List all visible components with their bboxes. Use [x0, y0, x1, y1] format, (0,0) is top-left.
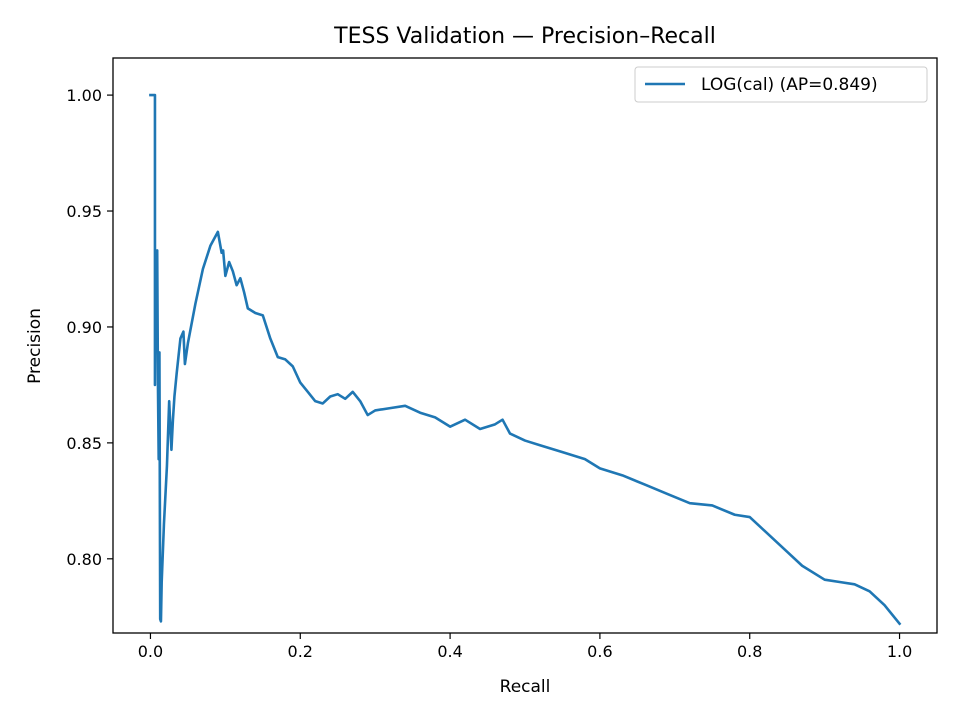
- x-tick-label: 0.0: [138, 642, 163, 661]
- x-tick-label: 0.2: [288, 642, 313, 661]
- x-axis: 0.0 0.2 0.4 0.6 0.8 1.0: [138, 633, 912, 661]
- x-tick-label: 1.0: [887, 642, 912, 661]
- y-tick-label: 0.80: [66, 550, 102, 569]
- x-tick-label: 0.6: [587, 642, 612, 661]
- y-tick-label: 0.90: [66, 318, 102, 337]
- legend-box: [634, 66, 928, 103]
- legend-label: LOG(cal) (AP=0.849): [701, 75, 878, 95]
- y-tick-label: 0.85: [66, 434, 102, 453]
- y-tick-label: 1.00: [66, 86, 102, 105]
- chart-title: TESS Validation — Precision–Recall: [333, 24, 716, 49]
- x-axis-label: Recall: [500, 677, 551, 697]
- y-axis: 0.80 0.85 0.90 0.95 1.00: [66, 86, 113, 569]
- x-tick-label: 0.8: [737, 642, 762, 661]
- plot-frame: [112, 57, 938, 634]
- y-tick-label: 0.95: [66, 202, 102, 221]
- series-line: [149, 93, 902, 626]
- y-axis-label: Precision: [25, 308, 45, 384]
- legend: LOG(cal) (AP=0.849): [634, 66, 928, 103]
- x-tick-label: 0.4: [437, 642, 462, 661]
- plot-content: [149, 93, 902, 626]
